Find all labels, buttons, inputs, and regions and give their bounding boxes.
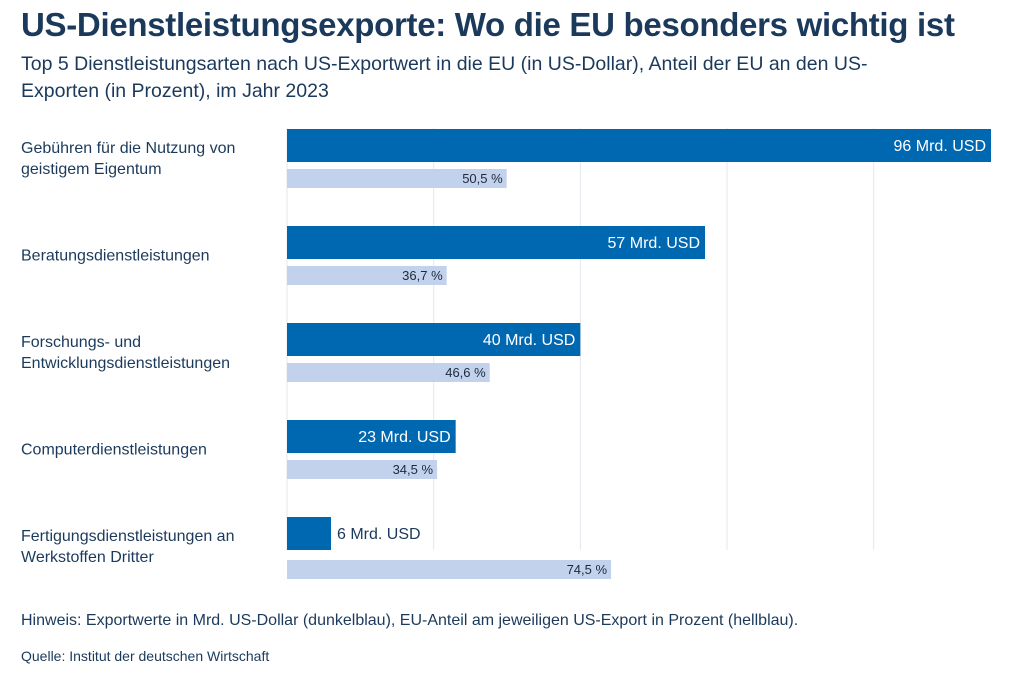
eu-share-label: 46,6 % bbox=[445, 365, 486, 380]
eu-share-label: 34,5 % bbox=[393, 462, 434, 477]
export-value-label: 23 Mrd. USD bbox=[358, 429, 450, 446]
eu-share-bar bbox=[287, 266, 447, 285]
export-value-label: 96 Mrd. USD bbox=[894, 138, 986, 155]
category-label: Computerdienstleistungen bbox=[21, 441, 207, 459]
eu-share-bar bbox=[287, 169, 507, 188]
export-value-label: 6 Mrd. USD bbox=[337, 526, 421, 543]
export-value-label: 40 Mrd. USD bbox=[483, 332, 575, 349]
export-value-bar bbox=[287, 226, 705, 259]
eu-share-label: 74,5 % bbox=[567, 562, 608, 577]
export-value-label: 57 Mrd. USD bbox=[608, 235, 700, 252]
export-value-bar bbox=[287, 517, 331, 550]
export-value-bar bbox=[287, 323, 581, 356]
category-label: Beratungsdienstleistungen bbox=[21, 247, 210, 265]
category-label: Gebühren für die Nutzung von geistigem E… bbox=[21, 140, 236, 178]
category-label: Forschungs- und Entwicklungsdienstleistu… bbox=[21, 334, 231, 372]
chart-title: US-Dienstleistungsexporte: Wo die EU bes… bbox=[21, 6, 955, 43]
export-value-bar bbox=[287, 129, 991, 162]
category-label: Fertigungsdienstleistungen an Werkstoffe… bbox=[21, 528, 235, 566]
export-value-bar bbox=[287, 420, 456, 453]
eu-share-label: 50,5 % bbox=[462, 171, 503, 186]
eu-share-bar bbox=[287, 560, 612, 579]
chart-subtitle: Top 5 Dienstleistungsarten nach US-Expor… bbox=[21, 53, 868, 102]
eu-share-bar bbox=[287, 460, 438, 479]
chart-note: Hinweis: Exportwerte in Mrd. US-Dollar (… bbox=[21, 612, 799, 629]
eu-share-label: 36,7 % bbox=[402, 268, 443, 283]
chart-source: Quelle: Institut der deutschen Wirtschaf… bbox=[21, 648, 270, 664]
eu-share-bar bbox=[287, 363, 490, 382]
